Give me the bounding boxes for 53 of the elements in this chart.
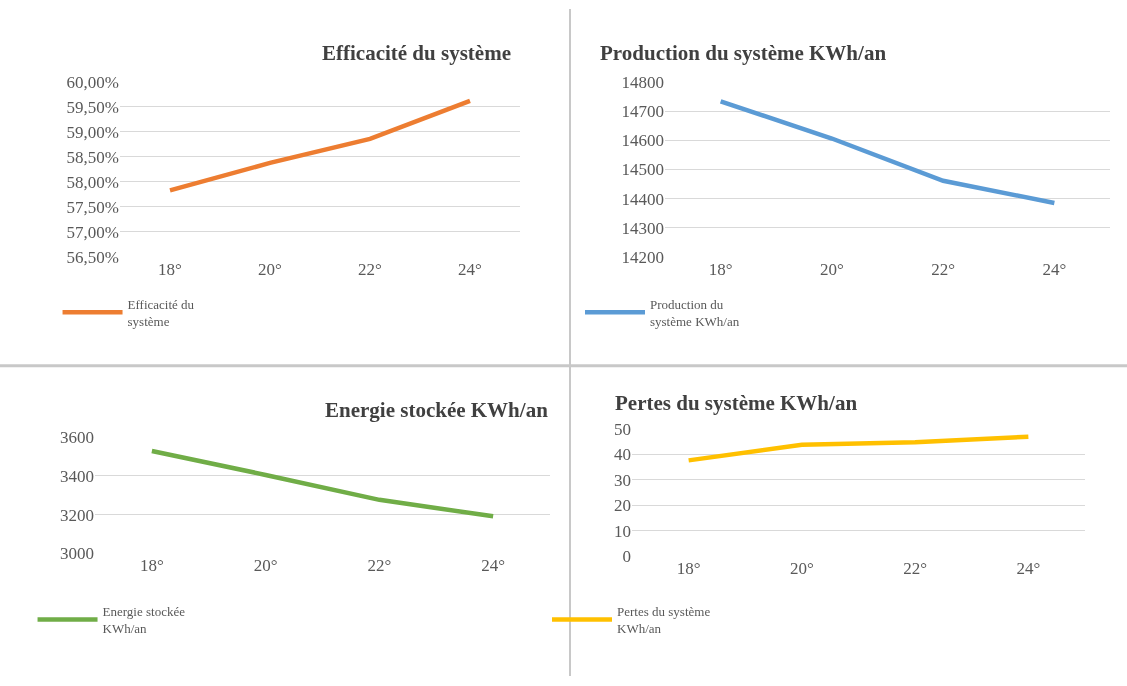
x-tick-label: 24° xyxy=(1042,259,1067,279)
line-series xyxy=(149,448,496,519)
x-tick-label: 22° xyxy=(931,259,956,279)
chart-title: Pertes du système KWh/an xyxy=(615,391,858,415)
y-tick-label: 57,50% xyxy=(66,197,119,217)
x-tick-label: 18° xyxy=(708,259,733,279)
x-tick-label: 22° xyxy=(358,259,382,279)
line-series xyxy=(167,98,473,193)
x-tick-label: 18° xyxy=(676,559,701,579)
x-tick-label: 20° xyxy=(253,556,278,576)
y-tick-label: 3600 xyxy=(60,427,94,447)
y-tick-label: 58,00% xyxy=(66,172,119,192)
x-tick-label: 24° xyxy=(458,259,482,279)
x-tick-label: 20° xyxy=(819,259,844,279)
line-series xyxy=(718,99,1057,206)
y-tick-label: 60,00% xyxy=(66,72,119,92)
chart-title: Production du système KWh/an xyxy=(600,41,887,65)
y-tick-label: 14500 xyxy=(621,160,664,180)
x-tick-label: 22° xyxy=(903,559,928,579)
x-tick-label: 24° xyxy=(481,556,506,576)
y-tick-label: 14800 xyxy=(621,72,664,92)
y-tick-label: 40 xyxy=(614,445,631,465)
x-tick-label: 24° xyxy=(1016,559,1041,579)
x-tick-label: 22° xyxy=(367,556,392,576)
y-tick-label: 50 xyxy=(614,419,631,439)
line-series xyxy=(686,434,1031,463)
y-tick-label: 14700 xyxy=(621,102,664,122)
y-tick-label: 58,50% xyxy=(66,147,119,167)
legend-label: Efficacité du système xyxy=(127,296,195,329)
y-tick-label: 30 xyxy=(614,470,631,490)
y-tick-label: 14300 xyxy=(621,218,664,238)
y-tick-label: 57,00% xyxy=(66,222,119,242)
x-tick-label: 20° xyxy=(789,559,814,579)
x-tick-label: 20° xyxy=(258,259,282,279)
y-tick-label: 59,00% xyxy=(66,122,119,142)
chart-title: Efficacité du système xyxy=(322,41,511,65)
y-tick-label: 56,50% xyxy=(66,247,119,267)
y-tick-label: 14200 xyxy=(621,247,664,267)
y-tick-label: 20 xyxy=(614,496,631,516)
legend-label: Pertes du système KWh/an xyxy=(617,604,711,637)
legend-label: Production du système KWh/an xyxy=(650,296,740,329)
y-tick-label: 14600 xyxy=(621,131,664,151)
y-tick-label: 14400 xyxy=(621,189,664,209)
y-tick-label: 3400 xyxy=(60,466,94,486)
chart-title: Energie stockée KWh/an xyxy=(325,398,549,422)
x-tick-label: 18° xyxy=(139,556,164,576)
y-tick-label: 0 xyxy=(622,547,631,567)
y-tick-label: 3200 xyxy=(60,505,94,525)
legend-label: Energie stockée KWh/an xyxy=(102,604,186,637)
x-tick-label: 18° xyxy=(158,259,182,279)
y-tick-label: 59,50% xyxy=(66,97,119,117)
y-tick-label: 3000 xyxy=(60,544,94,564)
y-tick-label: 10 xyxy=(614,521,631,541)
